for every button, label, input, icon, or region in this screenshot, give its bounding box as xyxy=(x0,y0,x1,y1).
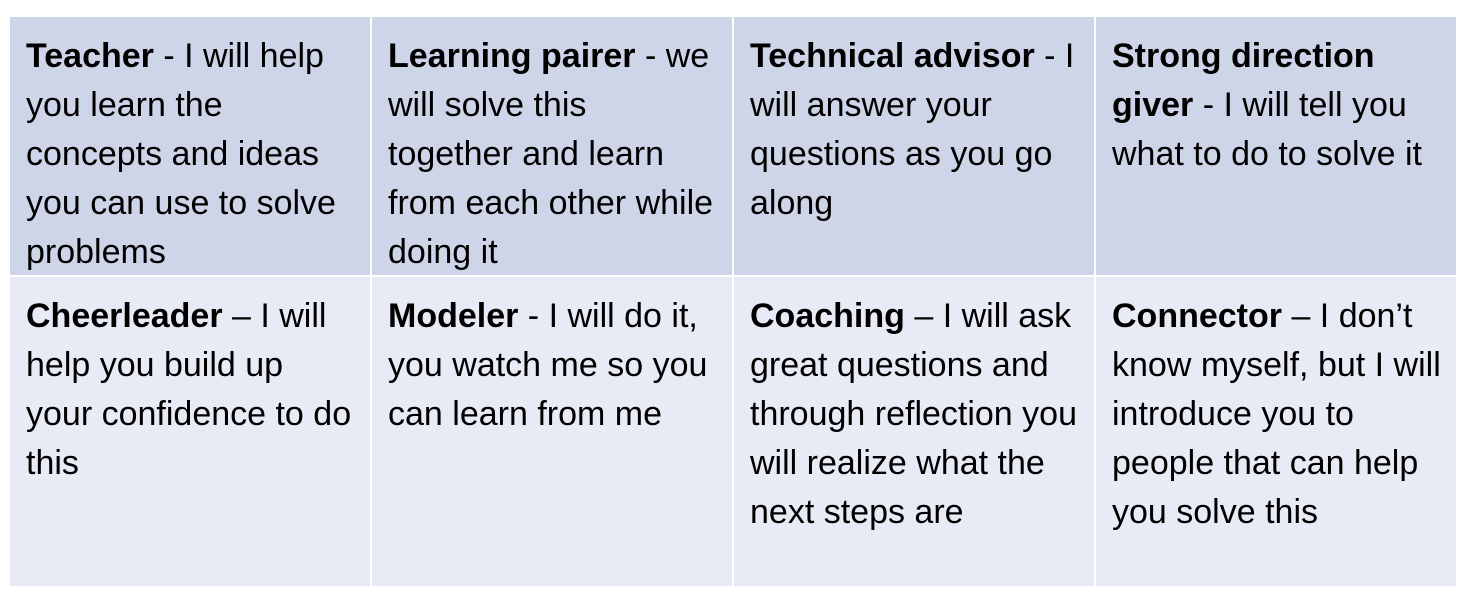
role-description: – I will ask great questions and through… xyxy=(750,297,1077,531)
role-description: - I will do it, you watch me so you can … xyxy=(388,297,708,433)
table-cell-learning-pairer: Learning pairer - we will solve this tog… xyxy=(372,17,732,275)
table-cell-coaching: Coaching – I will ask great questions an… xyxy=(734,277,1094,586)
role-description: – I don’t know myself, but I will introd… xyxy=(1112,297,1441,531)
role-description: – I will help you build up your confiden… xyxy=(26,297,352,482)
table-cell-connector: Connector – I don’t know myself, but I w… xyxy=(1096,277,1456,586)
role-description: - I will answer your questions as you go… xyxy=(750,37,1075,222)
role-term: Cheerleader xyxy=(26,297,223,335)
role-description: - I will help you learn the concepts and… xyxy=(26,37,336,271)
role-term: Strong direction giver xyxy=(1112,37,1375,124)
role-term: Learning pairer xyxy=(388,37,636,75)
role-term: Teacher xyxy=(26,37,154,75)
roles-table: Teacher - I will help you learn the conc… xyxy=(10,17,1456,586)
role-term: Coaching xyxy=(750,297,905,335)
table-cell-technical-advisor: Technical advisor - I will answer your q… xyxy=(734,17,1094,275)
role-term: Technical advisor xyxy=(750,37,1035,75)
role-term: Connector xyxy=(1112,297,1282,335)
role-description: - we will solve this together and learn … xyxy=(388,37,714,271)
table-cell-cheerleader: Cheerleader – I will help you build up y… xyxy=(10,277,370,586)
role-term: Modeler xyxy=(388,297,519,335)
table-cell-teacher: Teacher - I will help you learn the conc… xyxy=(10,17,370,275)
table-cell-strong-direction-giver: Strong direction giver - I will tell you… xyxy=(1096,17,1456,275)
table-cell-modeler: Modeler - I will do it, you watch me so … xyxy=(372,277,732,586)
role-description: - I will tell you what to do to solve it xyxy=(1112,86,1422,173)
